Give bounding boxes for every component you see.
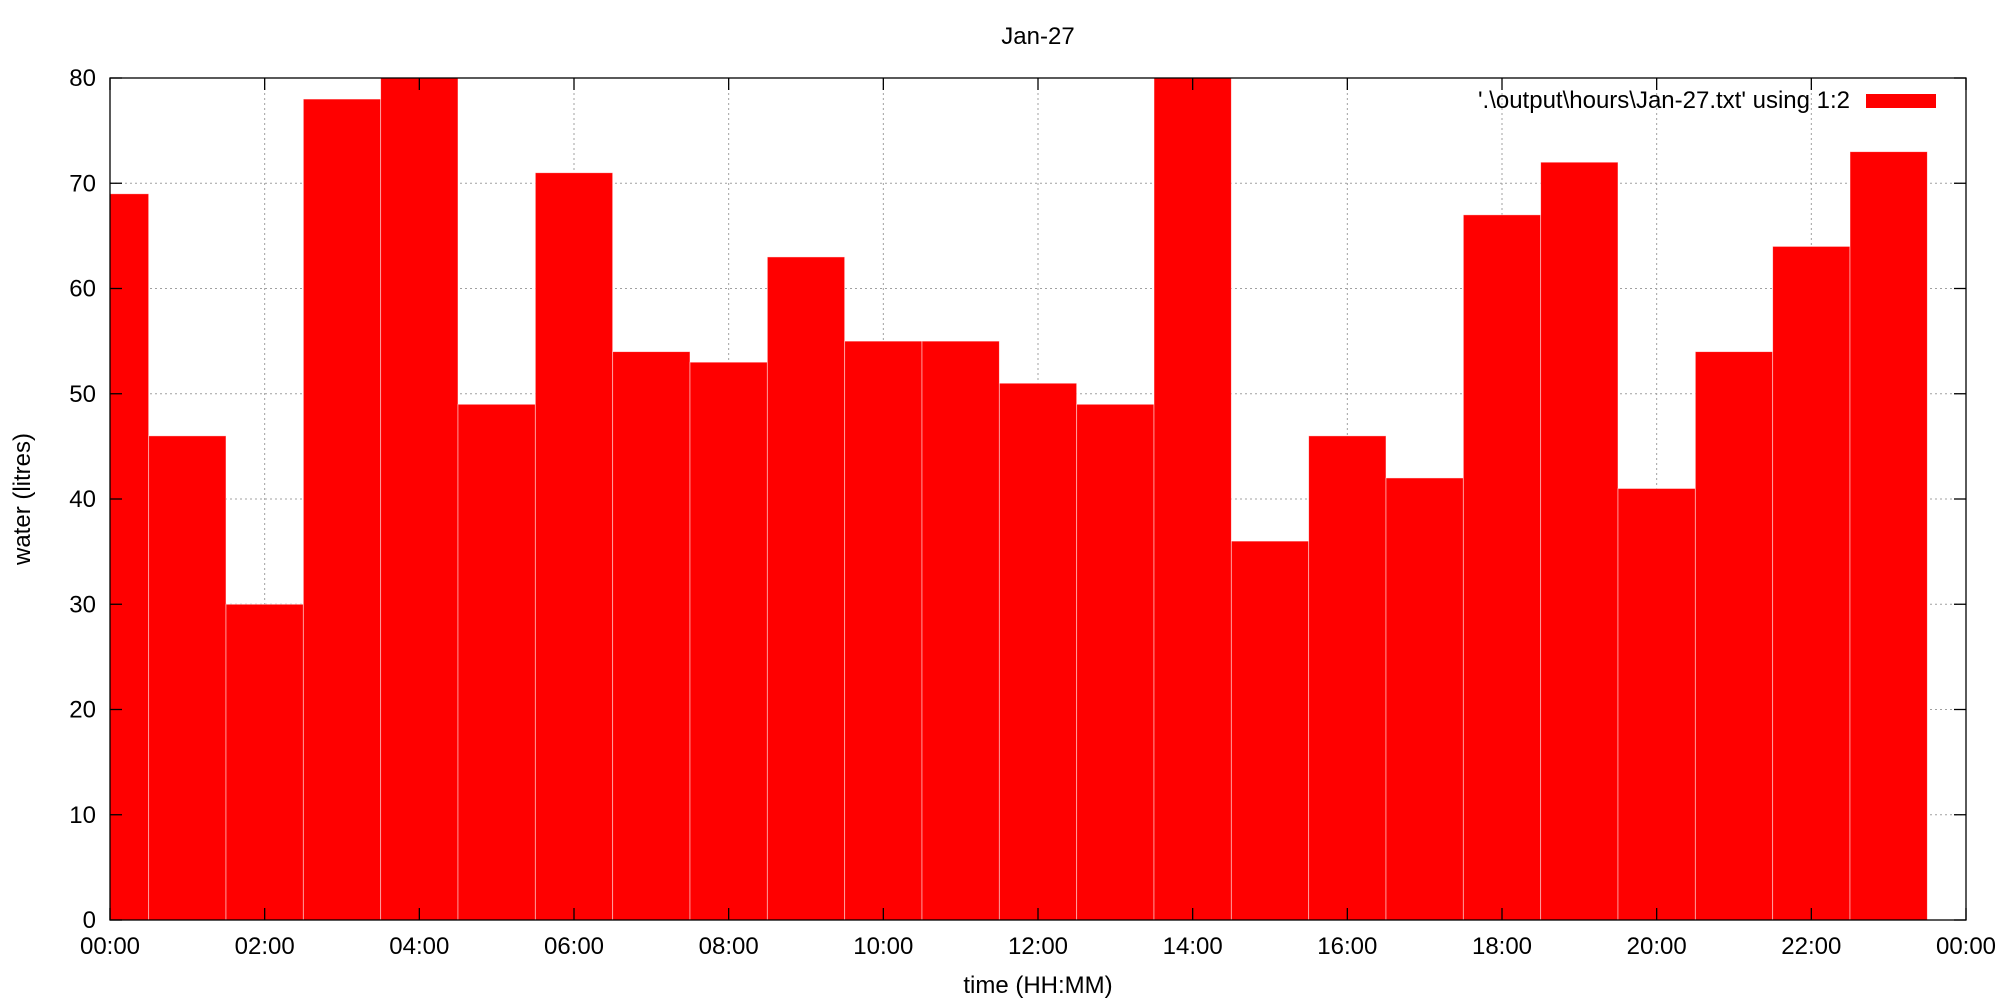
x-tick-label: 06:00 bbox=[544, 933, 604, 960]
x-tick-label: 00:00 bbox=[1936, 933, 1996, 960]
bar bbox=[766, 256, 846, 921]
x-axis-label: time (HH:MM) bbox=[963, 972, 1112, 999]
x-tick-label: 20:00 bbox=[1627, 933, 1687, 960]
x-tick-label: 12:00 bbox=[1008, 933, 1068, 960]
x-tick-label: 14:00 bbox=[1163, 933, 1223, 960]
y-tick-label: 10 bbox=[69, 802, 96, 829]
bar bbox=[1230, 540, 1310, 921]
y-tick-label: 80 bbox=[69, 65, 96, 92]
axis-ticks: 0 10 20 30 40 50 60 70 80 00:00 02:00 04:00 06:00 08:… bbox=[69, 65, 1996, 960]
bar bbox=[148, 435, 227, 921]
y-tick-label: 50 bbox=[69, 381, 96, 408]
x-tick-label: 04:00 bbox=[389, 933, 449, 960]
bar bbox=[612, 351, 691, 921]
x-tick-label: 16:00 bbox=[1317, 933, 1377, 960]
bars bbox=[109, 77, 1928, 921]
bar bbox=[1617, 488, 1696, 921]
legend-label: '.\output\hours\Jan-27.txt' using 1:2 bbox=[1478, 87, 1850, 114]
bar bbox=[921, 340, 1000, 921]
x-tick-label: 08:00 bbox=[699, 933, 759, 960]
bar bbox=[302, 98, 382, 921]
bar bbox=[380, 77, 459, 921]
chart-title: Jan-27 bbox=[1001, 23, 1074, 50]
bar bbox=[844, 340, 923, 921]
x-tick-label: 22:00 bbox=[1781, 933, 1841, 960]
bar bbox=[1540, 161, 1619, 921]
y-tick-label: 0 bbox=[83, 907, 96, 934]
bar bbox=[534, 172, 614, 921]
bar bbox=[1849, 151, 1928, 921]
y-tick-label: 70 bbox=[69, 170, 96, 197]
x-tick-label: 00:00 bbox=[80, 933, 140, 960]
bar bbox=[1153, 77, 1232, 921]
legend: '.\output\hours\Jan-27.txt' using 1:2 bbox=[1478, 87, 1936, 114]
x-tick-label: 18:00 bbox=[1472, 933, 1532, 960]
y-tick-label: 40 bbox=[69, 486, 96, 513]
y-tick-label: 20 bbox=[69, 697, 96, 724]
bar bbox=[998, 382, 1078, 921]
y-tick-label: 60 bbox=[69, 276, 96, 303]
bar bbox=[1694, 351, 1774, 921]
bar bbox=[1308, 435, 1387, 921]
bar bbox=[689, 361, 768, 921]
bar bbox=[457, 403, 536, 921]
bar bbox=[1462, 214, 1542, 921]
y-axis-label: water (litres) bbox=[9, 433, 36, 566]
x-tick-label: 10:00 bbox=[853, 933, 913, 960]
legend-swatch bbox=[1866, 94, 1936, 108]
bar bbox=[1385, 477, 1464, 921]
bar bbox=[225, 603, 304, 921]
bar bbox=[1076, 403, 1155, 921]
x-tick-label: 02:00 bbox=[235, 933, 295, 960]
bar bbox=[109, 193, 150, 921]
bar bbox=[1772, 245, 1851, 921]
y-tick-label: 30 bbox=[69, 591, 96, 618]
